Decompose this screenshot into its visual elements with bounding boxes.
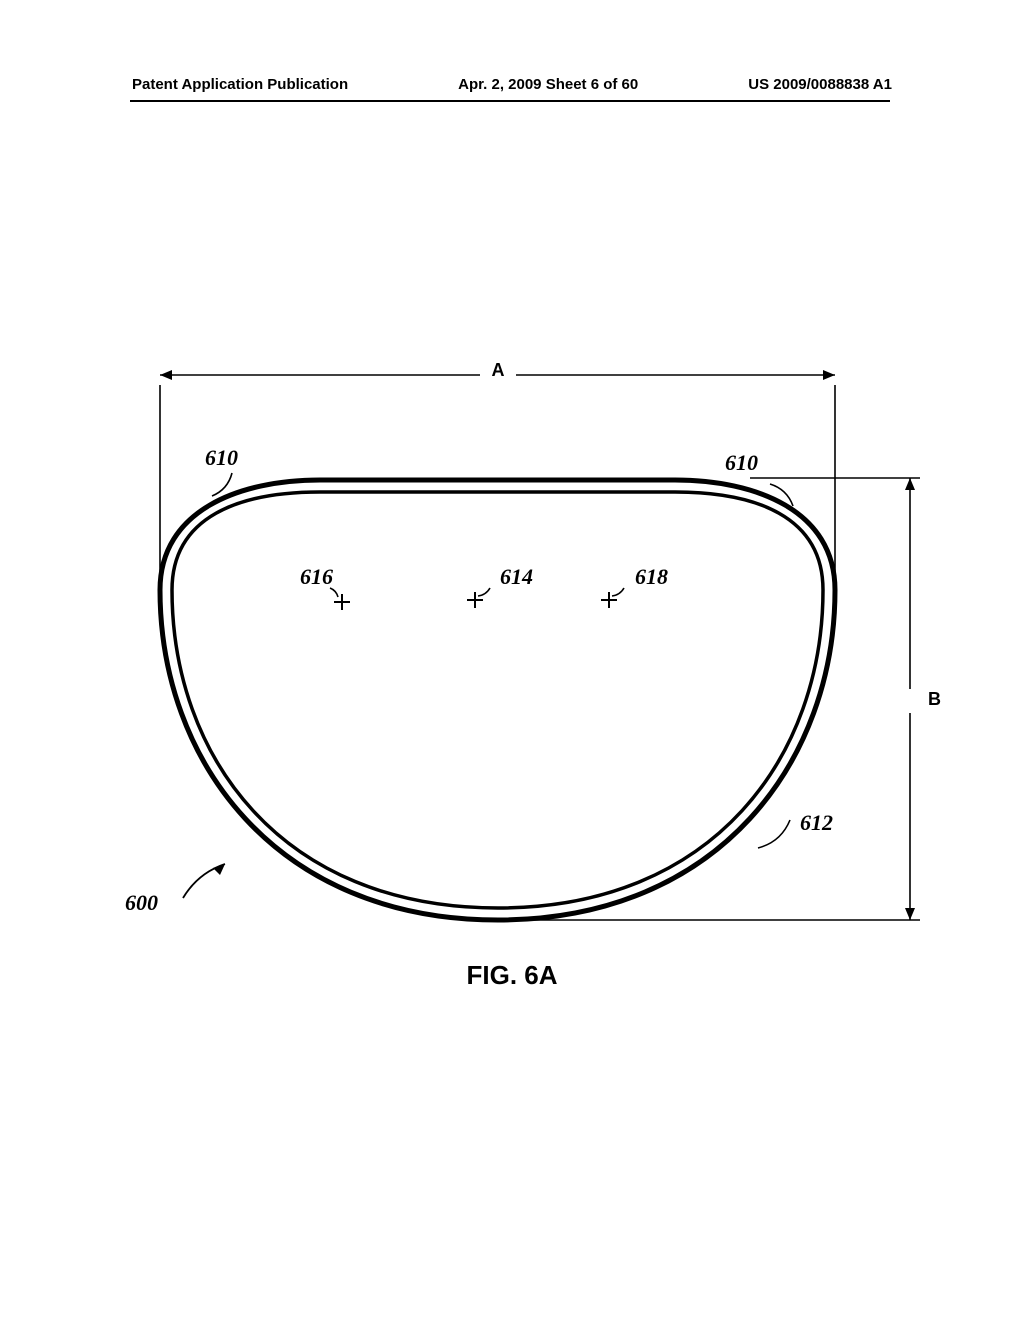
ref-614-label: 614 [500, 564, 533, 589]
dim-a-label: A [492, 360, 505, 380]
page-root: Patent Application Publication Apr. 2, 2… [0, 0, 1024, 1320]
figure-container: A B 600 610 610 612 614 616 618 [0, 0, 1024, 1320]
ref-616-leader [330, 588, 338, 597]
ref-610-right-label: 610 [725, 450, 758, 475]
ref-618-leader [612, 588, 624, 596]
dim-b-label: B [928, 689, 941, 709]
ref-618-label: 618 [635, 564, 668, 589]
dim-a-arrow-right [823, 370, 835, 380]
ref-610-left-leader [212, 473, 232, 496]
figure-svg: A B 600 610 610 612 614 616 618 [0, 0, 1024, 1320]
dim-b-arrow-bottom [905, 908, 915, 920]
dim-a-arrow-left [160, 370, 172, 380]
ref-616-label: 616 [300, 564, 333, 589]
figure-caption: FIG. 6A [0, 960, 1024, 991]
ref-614-leader [478, 588, 490, 596]
ref-612-leader [758, 820, 790, 848]
outer-profile [160, 480, 835, 920]
ref-612-label: 612 [800, 810, 833, 835]
ref-600-label: 600 [125, 890, 158, 915]
ref-610-left-label: 610 [205, 445, 238, 470]
dim-b-arrow-top [905, 478, 915, 490]
